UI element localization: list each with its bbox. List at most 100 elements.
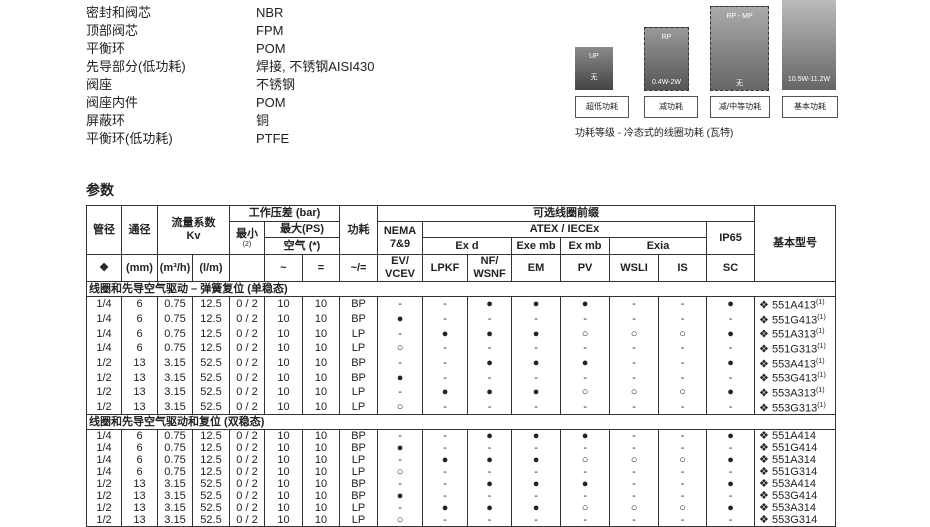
data-cell: 0.75 bbox=[157, 296, 193, 312]
header-cell: Exia bbox=[609, 237, 708, 255]
cell-text: 10 bbox=[314, 400, 328, 413]
data-cell: 1/4 bbox=[86, 296, 122, 312]
cell-text: 10 bbox=[314, 514, 328, 527]
data-cell: 10 bbox=[301, 429, 341, 443]
data-cell: - bbox=[511, 514, 562, 527]
data-cell: 0 / 2 bbox=[229, 478, 265, 491]
data-cell: LP bbox=[339, 514, 379, 527]
data-cell: 52.5 bbox=[192, 384, 230, 400]
data-row: 1/2 13 3.15 52.5 0 / 2 10 10 BP - - ● ● ● - - ● ❖ 553A41… bbox=[86, 355, 837, 371]
data-cell: 1/2 bbox=[86, 399, 122, 416]
cell-text: 1/2 bbox=[96, 502, 112, 515]
cell-text: 3.15 bbox=[164, 371, 186, 384]
cell-text: 10 bbox=[277, 514, 290, 527]
cell-text: ○ bbox=[581, 454, 589, 467]
parameter-table: 管径 通径 流量系数 Kv 工作压差 (bar) 功耗 可选线圈前缀 基本型号 最… bbox=[85, 205, 837, 527]
header-text: Kv bbox=[186, 230, 201, 242]
cell-text: ❖ 551A414 bbox=[759, 430, 816, 443]
cell-text: - bbox=[398, 298, 402, 311]
data-cell: BP bbox=[339, 442, 379, 455]
header-note: (2) bbox=[242, 240, 252, 248]
cell-text: 13 bbox=[133, 502, 146, 515]
data-cell: 1/4 bbox=[86, 466, 122, 479]
data-cell: 12.5 bbox=[192, 326, 230, 341]
data-cell: 6 bbox=[121, 311, 158, 327]
cell-text: 0 / 2 bbox=[236, 298, 258, 311]
cell-text: ❖ 551G413 bbox=[759, 314, 818, 327]
cell-text: ❖ 553A313 bbox=[759, 387, 816, 400]
data-cell: 1/4 bbox=[86, 442, 122, 455]
data-cell: 6 bbox=[121, 466, 158, 479]
data-cell: 52.5 bbox=[192, 478, 230, 491]
footnote: (1) bbox=[816, 357, 825, 365]
data-cell: - bbox=[511, 340, 562, 356]
data-cell: - bbox=[377, 478, 424, 491]
data-cell: 10 bbox=[264, 454, 303, 467]
cell-text: - bbox=[398, 430, 402, 443]
data-cell: 1/2 bbox=[86, 502, 122, 515]
data-cell: ● bbox=[467, 355, 513, 371]
data-cell: - bbox=[467, 370, 513, 385]
data-cell: - bbox=[467, 311, 513, 327]
data-cell: 10 bbox=[301, 399, 341, 416]
data-row: 1/4 6 0.75 12.5 0 / 2 10 10 LP - ● ● ● ○ ○ ○ ● ❖ 551A313… bbox=[86, 326, 837, 341]
cell-text: - bbox=[487, 466, 492, 479]
header-cell: Ex d bbox=[422, 237, 513, 255]
data-cell: - bbox=[658, 311, 708, 327]
data-cell: 10 bbox=[264, 296, 303, 312]
data-cell: ○ bbox=[560, 384, 611, 400]
data-cell: 0.75 bbox=[157, 442, 193, 455]
data-cell: ● bbox=[467, 478, 513, 491]
header-cell: 空气 (*) bbox=[263, 237, 341, 255]
data-cell: - bbox=[560, 514, 611, 527]
data-cell: - bbox=[467, 442, 513, 455]
data-cell: ○ bbox=[377, 466, 424, 479]
data-cell: - bbox=[422, 478, 469, 491]
cell-text: - bbox=[680, 490, 685, 503]
cell-text: - bbox=[443, 442, 447, 455]
cell-text: ○ bbox=[396, 342, 404, 355]
cell-text: 1/4 bbox=[96, 430, 112, 443]
data-row: 1/4 6 0.75 12.5 0 / 2 10 10 LP - ● ● ● ○ ○ ○ ● ❖ 551A314 bbox=[86, 454, 837, 467]
footnote: (1) bbox=[816, 299, 825, 306]
data-cell: - bbox=[609, 311, 660, 327]
cell-text: - bbox=[443, 400, 447, 413]
data-cell: - bbox=[467, 399, 513, 416]
data-cell: ● bbox=[467, 429, 513, 443]
cell-text: LP bbox=[351, 400, 366, 413]
material-row: 先导部分(低功耗) 焊接, 不锈钢AISI430 bbox=[86, 58, 416, 76]
cell-text: - bbox=[632, 371, 636, 384]
cell-text: ● bbox=[532, 356, 540, 369]
material-row: 阀座内件 POM bbox=[86, 94, 416, 112]
data-cell: 52.5 bbox=[192, 514, 230, 527]
group-row: 线圈和先导空气驱动和复位 (双稳态) bbox=[85, 414, 837, 431]
cell-text: - bbox=[680, 312, 685, 325]
cell-text: - bbox=[680, 298, 685, 311]
cell-text: ● bbox=[581, 356, 589, 369]
cell-text: ● bbox=[532, 430, 540, 443]
cell-text: ● bbox=[532, 454, 540, 467]
data-cell: ● bbox=[511, 296, 562, 312]
cell-text: ● bbox=[727, 298, 734, 311]
data-cell: 0 / 2 bbox=[229, 490, 265, 503]
unit-cell: ❖ bbox=[86, 254, 122, 282]
data-cell: - bbox=[511, 490, 562, 503]
cell-text: 13 bbox=[133, 356, 146, 369]
model-cell: ❖ 553A313(1) bbox=[754, 384, 837, 400]
section-title: 参数 bbox=[86, 182, 114, 198]
cell-text: - bbox=[487, 312, 492, 325]
cell-text: 13 bbox=[133, 490, 146, 503]
cell-text: 12.5 bbox=[200, 327, 222, 340]
cell-text: 52.5 bbox=[200, 400, 222, 413]
cell-text: 3.15 bbox=[164, 514, 186, 527]
data-cell: BP bbox=[339, 296, 379, 312]
cell-text: - bbox=[487, 400, 492, 413]
data-cell: ● bbox=[467, 326, 513, 341]
cell-text: LP bbox=[351, 466, 366, 479]
data-cell: 6 bbox=[121, 340, 158, 356]
cell-text: 0 / 2 bbox=[236, 454, 258, 467]
cell-text: ○ bbox=[679, 327, 686, 340]
footnote: (1) bbox=[816, 328, 825, 336]
data-cell: - bbox=[377, 384, 424, 400]
data-cell: - bbox=[422, 429, 469, 443]
